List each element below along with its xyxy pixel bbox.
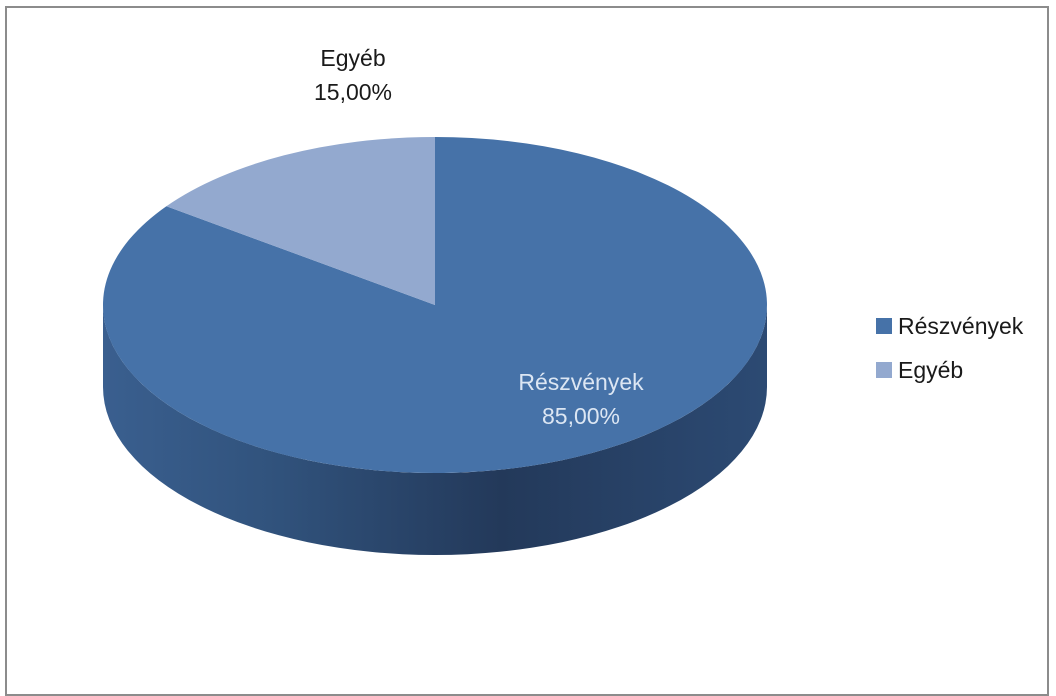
data-label-value-egyeb: 15,00% — [314, 79, 392, 105]
pie-labels: Részvények 85,00% Egyéb 15,00% — [314, 45, 644, 429]
data-label-name-reszvenyek: Részvények — [518, 369, 644, 395]
legend-item-reszvenyek: Részvények — [876, 312, 1023, 340]
legend: Részvények Egyéb — [876, 312, 1023, 400]
data-label-name-egyeb: Egyéb — [320, 45, 385, 71]
pie-slice-egyeb — [166, 137, 435, 305]
pie-side — [103, 305, 767, 555]
pie-side-band — [103, 305, 767, 555]
pie-top — [103, 137, 768, 473]
data-label-value-reszvenyek: 85,00% — [542, 403, 620, 429]
legend-item-egyeb: Egyéb — [876, 356, 1023, 384]
pie-slice-reszvenyek — [103, 137, 768, 473]
legend-label-reszvenyek: Részvények — [898, 312, 1024, 339]
pie-chart: Részvények 85,00% Egyéb 15,00% — [103, 45, 768, 555]
legend-label-egyeb: Egyéb — [898, 356, 964, 383]
legend-swatch-egyeb — [876, 362, 892, 378]
legend-swatch-reszvenyek — [876, 318, 892, 334]
